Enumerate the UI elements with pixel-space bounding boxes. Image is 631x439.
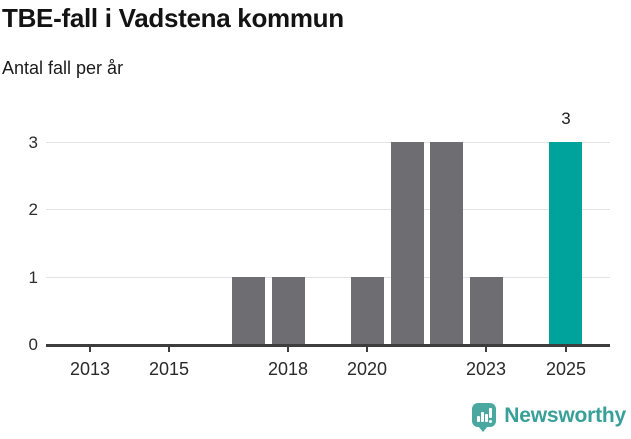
x-axis-tick — [168, 347, 170, 352]
bar-2021 — [391, 142, 424, 344]
y-axis-tick-label: 0 — [28, 335, 38, 354]
x-axis-tick-label: 2020 — [346, 359, 388, 379]
bar-2023 — [470, 277, 503, 344]
x-axis-tick — [287, 347, 289, 352]
gridline-y1 — [46, 277, 610, 278]
x-axis-tick — [485, 347, 487, 352]
newsworthy-logo-icon — [472, 403, 497, 433]
page-title: TBE-fall i Vadstena kommun — [2, 3, 344, 33]
bar-2018 — [272, 277, 305, 344]
x-axis-line — [46, 344, 610, 347]
x-axis-tick-label: 2025 — [545, 359, 587, 379]
x-axis-tick — [565, 347, 567, 352]
speech-bubble-shape — [472, 403, 497, 427]
x-axis-tick — [366, 347, 368, 352]
bar-value-label: 3 — [561, 109, 571, 128]
logo-bar-2 — [481, 412, 485, 422]
speech-bubble-tail — [478, 426, 489, 432]
x-axis-tick-label: 2015 — [148, 359, 190, 379]
x-axis-tick-label: 2018 — [267, 359, 309, 379]
logo-exclamation-stroke — [489, 408, 493, 418]
logo-exclamation-dot — [489, 419, 493, 423]
gridline-y2 — [46, 209, 610, 210]
logo-bar-3 — [485, 414, 489, 422]
y-axis-tick-label: 1 — [28, 268, 38, 287]
y-axis-tick-label: 3 — [28, 133, 38, 152]
x-axis-tick-label: 2023 — [465, 359, 507, 379]
x-axis-tick — [89, 347, 91, 352]
page-subtitle: Antal fall per år — [2, 58, 124, 78]
brand-footer: Newsworthy — [472, 403, 626, 433]
bar-2025 — [549, 142, 582, 344]
brand-name: Newsworthy — [504, 404, 626, 427]
x-axis-tick-label: 2013 — [69, 359, 111, 379]
y-axis-tick-label: 2 — [28, 200, 38, 219]
bar-2022 — [430, 142, 463, 344]
logo-bar-1 — [477, 416, 481, 422]
bar-2017 — [232, 277, 265, 344]
gridline-y3 — [46, 142, 610, 143]
bar-2020 — [351, 277, 384, 344]
